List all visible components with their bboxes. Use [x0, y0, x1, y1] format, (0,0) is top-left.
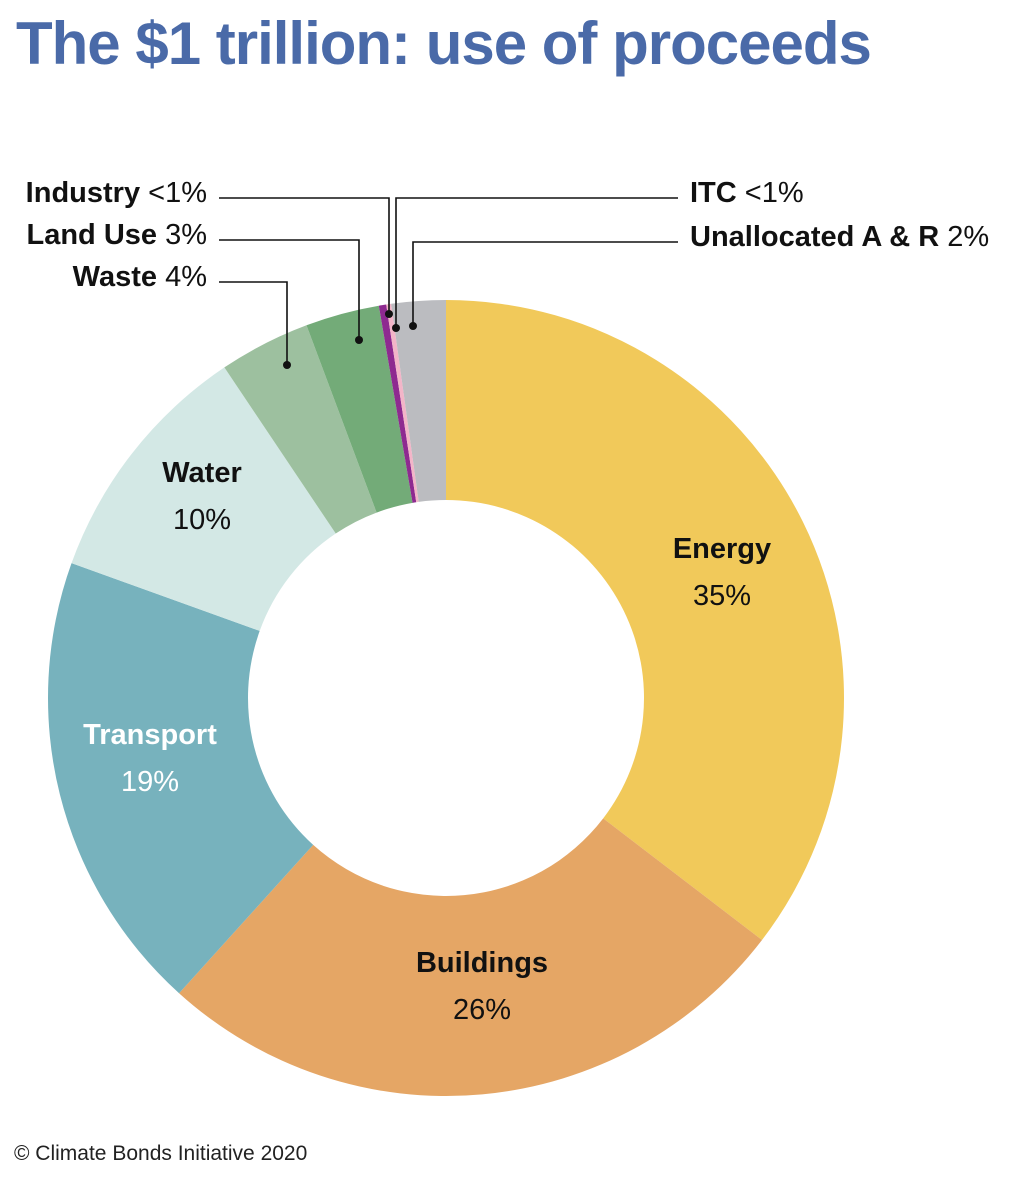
callout-industry: Industry <1%: [26, 177, 207, 209]
leader-line-unallocated-a-and-r: [412, 241, 678, 326]
leader-dot-itc: [392, 324, 400, 332]
donut-slices: [47, 300, 844, 1096]
label-buildings-value: 26%: [453, 994, 511, 1026]
slice-buildings: [179, 818, 763, 1096]
leader-line-land-use: [219, 239, 360, 340]
slice-waste: [224, 325, 377, 534]
label-water-value: 10%: [173, 504, 231, 536]
leader-dot-waste: [283, 361, 291, 369]
slice-energy: [446, 300, 844, 940]
slice-land-use: [306, 305, 413, 513]
leader-lines: [219, 197, 678, 369]
donut-chart: Energy 35% Buildings 26% Transport 19% Water 10…: [26, 177, 990, 1096]
callout-unallocated-a-and-r: Unallocated A & R 2%: [690, 221, 989, 253]
label-energy-value: 35%: [693, 580, 751, 612]
label-transport-value: 19%: [121, 766, 179, 798]
slice-itc: [386, 303, 419, 503]
label-buildings-name: Buildings: [416, 947, 548, 979]
label-transport-name: Transport: [83, 719, 217, 751]
callout-land-use: Land Use 3%: [26, 219, 207, 251]
slice-water: [71, 367, 336, 631]
chart-title: The $1 trillion: use of proceeds: [16, 10, 872, 77]
label-energy-name: Energy: [673, 533, 771, 565]
copyright-credit: © Climate Bonds Initiative 2020: [14, 1142, 308, 1165]
leader-line-industry: [219, 197, 390, 314]
slice-transport: [47, 563, 314, 994]
leader-dot-unallocated-a-and-r: [409, 322, 417, 330]
slice-unallocated-a-and-r: [391, 300, 446, 502]
slice-industry: [378, 304, 417, 503]
leader-line-waste: [219, 281, 288, 365]
leader-dot-land-use: [355, 336, 363, 344]
callout-itc: ITC <1%: [690, 177, 804, 209]
leader-line-itc: [395, 197, 678, 328]
label-water-name: Water: [162, 457, 242, 489]
leader-dot-industry: [385, 310, 393, 318]
slice-labels: Energy 35% Buildings 26% Transport 19% Water 10…: [26, 177, 990, 1026]
callout-waste: Waste 4%: [73, 261, 207, 293]
